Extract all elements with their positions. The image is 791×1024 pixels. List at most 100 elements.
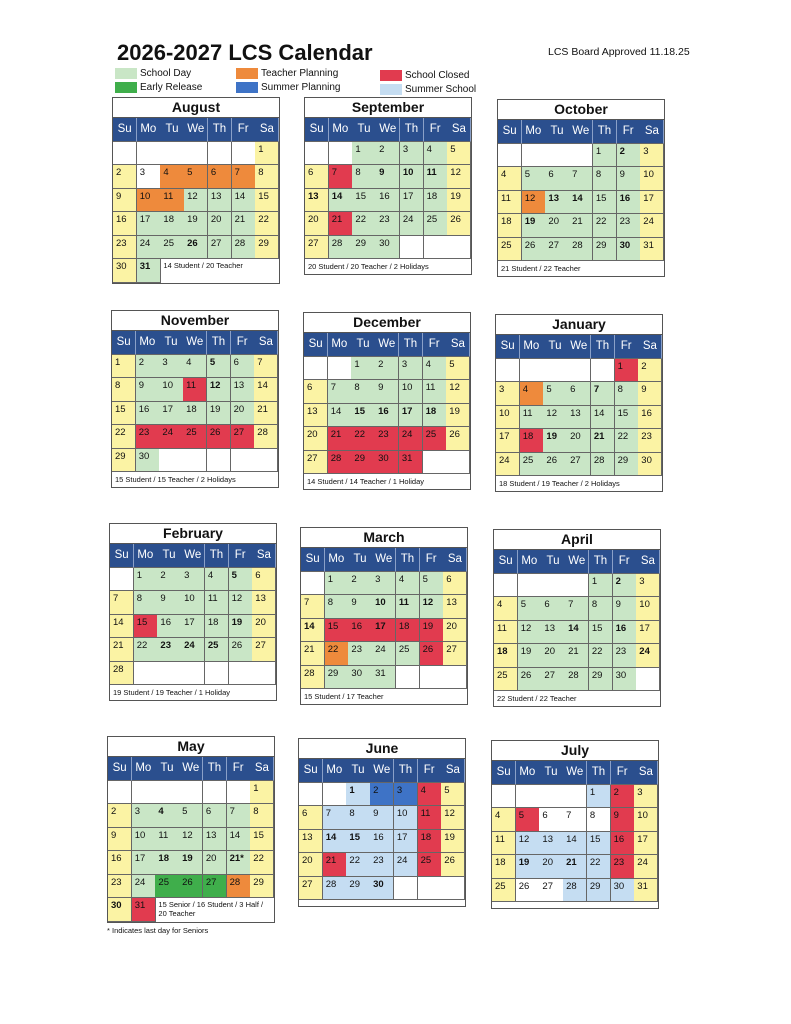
blank-cell (136, 141, 161, 165)
weekday-header: Mo (328, 118, 353, 142)
day-cell: 20 (299, 853, 324, 877)
day-cell: 1 (588, 573, 614, 597)
legend-swatch (236, 82, 258, 93)
day-cell: 24 (136, 235, 161, 259)
day-cell: 29 (592, 237, 618, 261)
day-cell: 24 (372, 642, 397, 666)
day-cell: 23 (376, 212, 401, 236)
month-summary: 18 Student / 19 Teacher / 2 Holidays (499, 479, 620, 488)
weekday-header: Fr (610, 761, 635, 785)
weekday-header: Sa (636, 550, 660, 574)
day-cell: 17 (393, 829, 419, 853)
day-cell: 1 (255, 141, 279, 165)
day-cell: 18 (183, 401, 208, 425)
senior-footnote: * Indicates last day for Seniors (107, 926, 209, 935)
month-title: January (496, 315, 662, 335)
day-cell: 20 (207, 212, 233, 236)
weekday-header: Th (395, 548, 421, 572)
day-cell: 29 (112, 448, 137, 472)
day-cell: 20 (230, 401, 255, 425)
day-cell: 23 (375, 427, 400, 451)
day-cell: 7 (226, 804, 251, 828)
day-cell: 28 (328, 235, 353, 259)
weekday-header: Th (207, 118, 233, 142)
day-cell: 3 (393, 782, 419, 806)
weekday-header: Tu (155, 757, 180, 781)
month-february: February Su Mo Tu We Th Fr Sa 1 2 3 4 5 6 7 8 9 10 11 12 13 1… (109, 523, 277, 701)
weekday-header: Mo (135, 331, 160, 355)
day-cell: 2 (610, 784, 635, 808)
blank-cell (133, 661, 158, 685)
weekday-header: We (565, 550, 590, 574)
day-cell: 26 (184, 235, 209, 259)
blank-cell (569, 143, 594, 167)
day-cell: 7 (563, 808, 588, 832)
day-cell: 1 (586, 784, 612, 808)
day-cell: 12 (543, 405, 568, 429)
weekday-header: We (569, 120, 594, 144)
month-september: September Su Mo Tu We Th Fr Sa 1 2 3 4 5 6 7 8 9 10 11 12 13… (304, 97, 472, 275)
day-cell: 7 (327, 380, 352, 404)
weekday-header: Fr (616, 120, 641, 144)
day-cell: 28 (569, 237, 594, 261)
day-cell: 29 (324, 665, 349, 689)
day-cell: 6 (299, 806, 324, 830)
month-august: August Su Mo Tu We Th Fr Sa 1 2 3 4 5 6 7 8 9 10 11 12 13 14 1… (112, 97, 280, 284)
weekday-header: We (183, 331, 208, 355)
day-cell: 3 (496, 382, 521, 406)
day-cell: 13 (299, 829, 324, 853)
day-cell: 23 (113, 235, 138, 259)
day-cell: 10 (640, 167, 664, 191)
day-cell: 18 (492, 855, 517, 879)
day-cell: 28 (110, 661, 135, 685)
day-cell: 5 (447, 141, 471, 165)
legend-summer-planning: Summer Planning (236, 82, 340, 93)
month-summary: 14 Student / 14 Teacher / 1 Holiday (307, 477, 425, 486)
blank-cell (254, 448, 278, 472)
day-cell: 4 (183, 354, 208, 378)
day-cell: 5 (446, 356, 470, 380)
day-cell: 22 (588, 644, 614, 668)
day-cell: 2 (375, 356, 400, 380)
weekday-header: We (563, 761, 588, 785)
month-summary: 15 Student / 15 Teacher / 2 Holidays (115, 475, 236, 484)
day-cell: 6 (541, 597, 566, 621)
day-cell: 19 (419, 618, 444, 642)
day-cell: 23 (108, 874, 133, 898)
day-cell: 22 (352, 212, 377, 236)
day-cell: 26 (517, 667, 542, 691)
day-cell: 5 (179, 804, 204, 828)
day-cell: 8 (255, 165, 279, 189)
day-cell: 25 (422, 427, 447, 451)
day-cell: 15 (588, 620, 614, 644)
day-cell: 29 (586, 878, 612, 902)
day-cell: 4 (498, 167, 523, 191)
day-cell: 17 (181, 614, 206, 638)
day-cell: 3 (136, 165, 161, 189)
day-cell: 10 (399, 165, 425, 189)
day-cell: 16 (638, 405, 662, 429)
day-cell: 28 (226, 874, 251, 898)
day-cell: 14 (328, 188, 353, 212)
weekday-header: Mo (521, 120, 546, 144)
day-cell: 19 (521, 214, 546, 238)
blank-cell (230, 448, 255, 472)
weekday-header: Th (592, 120, 618, 144)
month-title: May (108, 737, 274, 757)
month-title: September (305, 98, 471, 118)
weekday-header: Sa (640, 120, 664, 144)
day-cell: 19 (441, 829, 465, 853)
day-cell: 1 (352, 141, 377, 165)
day-cell: 21 (254, 401, 278, 425)
day-cell: 19 (447, 188, 471, 212)
day-cell: 3 (636, 573, 660, 597)
blank-cell (494, 573, 519, 597)
day-cell: 7 (565, 597, 590, 621)
day-cell: 30 (376, 235, 401, 259)
day-cell: 2 (370, 782, 395, 806)
day-cell: 4 (494, 597, 519, 621)
weekday-header: Sa (443, 548, 467, 572)
weekday-header: Fr (231, 118, 256, 142)
blank-cell (204, 661, 230, 685)
day-cell: 14 (231, 188, 256, 212)
